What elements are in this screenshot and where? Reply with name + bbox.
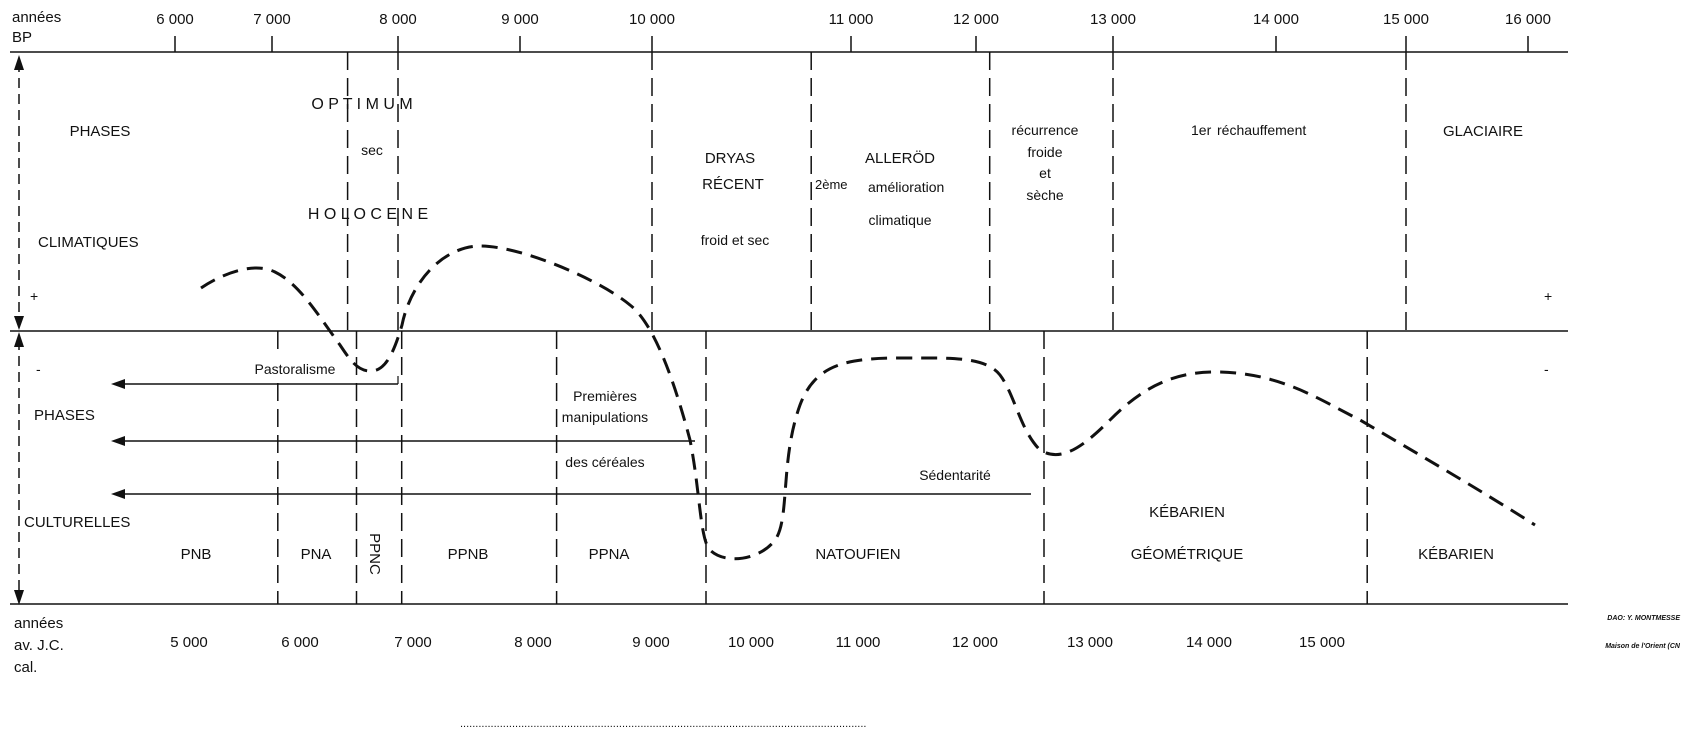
arrow-left-icon xyxy=(111,436,125,446)
plus-left-sign: + xyxy=(30,288,38,304)
bottom-tick-label: 7 000 xyxy=(394,634,432,651)
bottom-tick-label: 10 000 xyxy=(728,634,774,651)
amelioration-label: amélioration xyxy=(868,179,944,195)
arrow-left-icon xyxy=(111,489,125,499)
dao-credit: DAO: Y. MONTMESSE xyxy=(1607,615,1680,622)
plus-right-sign: + xyxy=(1544,288,1552,304)
top-tick-label: 9 000 xyxy=(501,11,539,28)
recent-label: RÉCENT xyxy=(702,176,764,193)
top-axis: années BP 6 000 7 000 8 000 9 000 10 000 11 0… xyxy=(10,9,1568,53)
top-axis-label: années xyxy=(12,9,61,26)
minus-right-sign: - xyxy=(1544,361,1549,377)
et-label: et xyxy=(1039,165,1051,181)
top-axis-ticks: 6 000 7 000 8 000 9 000 10 000 11 000 12 000 13… xyxy=(156,11,1551,52)
bottom-tick-label: 8 000 xyxy=(514,634,552,651)
dryas-label: DRYAS xyxy=(705,150,755,167)
period-pna: PNA xyxy=(301,546,332,563)
premieres-label: Premières xyxy=(573,388,637,404)
manipulations-label: manipulations xyxy=(562,409,648,425)
deuxieme-label: 2ème xyxy=(815,177,848,192)
top-tick-label: 8 000 xyxy=(379,11,417,28)
pastoralisme-label: Pastoralisme xyxy=(255,361,336,377)
seche-label: sèche xyxy=(1026,187,1064,203)
des-cereales-label: des céréales xyxy=(565,454,644,470)
top-tick-label: 14 000 xyxy=(1253,11,1299,28)
period-ppnb: PPNB xyxy=(448,546,489,563)
footer-caption: ........................................… xyxy=(460,718,866,729)
froid-sec-label: froid et sec xyxy=(701,232,769,248)
froide-label: froide xyxy=(1027,144,1062,160)
innovation-arrows: Pastoralisme Premières manipulations des… xyxy=(111,357,1031,499)
bottom-tick-label: 5 000 xyxy=(170,634,208,651)
cultural-boundaries xyxy=(277,331,1368,604)
climatique-label: climatique xyxy=(868,212,931,228)
bottom-axis: années av. J.C. cal. 5 000 6 000 7 000 8 00… xyxy=(10,603,1568,676)
top-tick-label: 16 000 xyxy=(1505,11,1551,28)
premier-label: 1er xyxy=(1191,122,1212,138)
period-ppna: PPNA xyxy=(589,546,630,563)
optimum-label: O P T I M U M xyxy=(311,96,412,113)
top-tick-label: 6 000 xyxy=(156,11,194,28)
maison-credit: Maison de l'Orient (CN xyxy=(1605,643,1681,650)
bottom-tick-label: 15 000 xyxy=(1299,634,1345,651)
top-tick-label: 12 000 xyxy=(953,11,999,28)
label-bg xyxy=(238,357,350,379)
sec-label: sec xyxy=(361,142,383,158)
period-pnb: PNB xyxy=(181,546,212,563)
bottom-tick-label: 11 000 xyxy=(836,634,881,651)
climatiques-label: CLIMATIQUES xyxy=(38,234,139,251)
arrow-up-icon xyxy=(14,332,24,347)
period-kebarien: KÉBARIEN xyxy=(1418,546,1494,563)
top-axis-unit: BP xyxy=(12,29,32,46)
glaciaire-label: GLACIAIRE xyxy=(1443,123,1523,140)
bottom-tick-label: 12 000 xyxy=(952,634,998,651)
arrow-left-icon xyxy=(111,379,125,389)
arrow-up-icon xyxy=(14,55,24,70)
bottom-axis-label: années xyxy=(14,615,63,632)
rechauffement-label: réchauffement xyxy=(1217,122,1306,138)
bottom-axis-calibration: cal. xyxy=(14,659,37,676)
bottom-axis-ticks: 5 000 6 000 7 000 8 000 9 000 10 000 11 000 12 … xyxy=(170,634,1345,651)
bottom-tick-label: 14 000 xyxy=(1186,634,1232,651)
top-tick-label: 7 000 xyxy=(253,11,291,28)
phases-climatiques-label: PHASES xyxy=(70,123,131,140)
arrow-down-icon xyxy=(14,590,24,605)
period-kebarien-geometrique-1: KÉBARIEN xyxy=(1149,504,1225,521)
top-tick-label: 10 000 xyxy=(629,11,675,28)
sedentarite-label: Sédentarité xyxy=(919,467,991,483)
holocene-label: H O L O C E N E xyxy=(308,206,428,223)
arrow-down-icon xyxy=(14,316,24,330)
period-kebarien-geometrique-2: GÉOMÉTRIQUE xyxy=(1131,546,1244,563)
allerod-label: ALLERÖD xyxy=(865,149,935,167)
top-tick-label: 15 000 xyxy=(1383,11,1429,28)
left-arrows xyxy=(14,55,24,605)
phases-culturelles-label: PHASES xyxy=(34,407,95,424)
bottom-tick-label: 9 000 xyxy=(632,634,670,651)
period-natoufien: NATOUFIEN xyxy=(815,546,900,563)
bottom-tick-label: 6 000 xyxy=(281,634,319,651)
credits: DAO: Y. MONTMESSE Maison de l'Orient (CN xyxy=(1605,615,1681,650)
climate-curve xyxy=(200,244,1536,561)
period-ppnc: PPNC xyxy=(366,533,383,575)
climatic-labels: PHASES CLIMATIQUES + + O P T I M U M sec… xyxy=(30,96,1552,304)
top-tick-label: 11 000 xyxy=(829,11,874,28)
cultural-labels: - - PHASES CULTURELLES PNB PNA PPNC PPNB… xyxy=(24,361,1549,575)
climatic-boundaries xyxy=(346,52,1407,331)
bottom-tick-label: 13 000 xyxy=(1067,634,1113,651)
minus-left-sign: - xyxy=(36,361,41,377)
top-tick-label: 13 000 xyxy=(1090,11,1136,28)
culturelles-label: CULTURELLES xyxy=(24,514,130,531)
recurrence-label: récurrence xyxy=(1012,122,1079,138)
bottom-axis-unit: av. J.C. xyxy=(14,637,64,654)
